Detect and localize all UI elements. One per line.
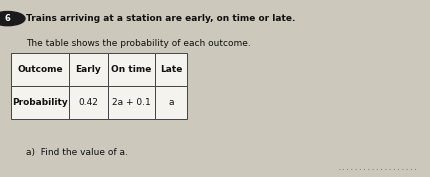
Text: a)  Find the value of a.: a) Find the value of a. xyxy=(26,148,127,157)
Circle shape xyxy=(0,12,25,26)
Bar xyxy=(108,53,155,86)
Bar xyxy=(11,86,69,119)
Text: On time: On time xyxy=(111,65,151,74)
Text: The table shows the probability of each outcome.: The table shows the probability of each … xyxy=(26,39,250,48)
Text: ...................: ................... xyxy=(337,165,417,171)
Text: Late: Late xyxy=(160,65,182,74)
Bar xyxy=(11,53,69,86)
Text: a: a xyxy=(168,98,174,107)
Bar xyxy=(155,86,187,119)
Bar xyxy=(155,53,187,86)
Text: 0.42: 0.42 xyxy=(78,98,98,107)
Bar xyxy=(69,86,108,119)
Bar xyxy=(69,53,108,86)
Text: Trains arriving at a station are early, on time or late.: Trains arriving at a station are early, … xyxy=(26,14,295,23)
Text: 6: 6 xyxy=(5,14,11,23)
Text: Early: Early xyxy=(75,65,101,74)
Bar xyxy=(108,86,155,119)
Text: 2a + 0.1: 2a + 0.1 xyxy=(112,98,150,107)
Text: Outcome: Outcome xyxy=(17,65,62,74)
Text: Probability: Probability xyxy=(12,98,68,107)
